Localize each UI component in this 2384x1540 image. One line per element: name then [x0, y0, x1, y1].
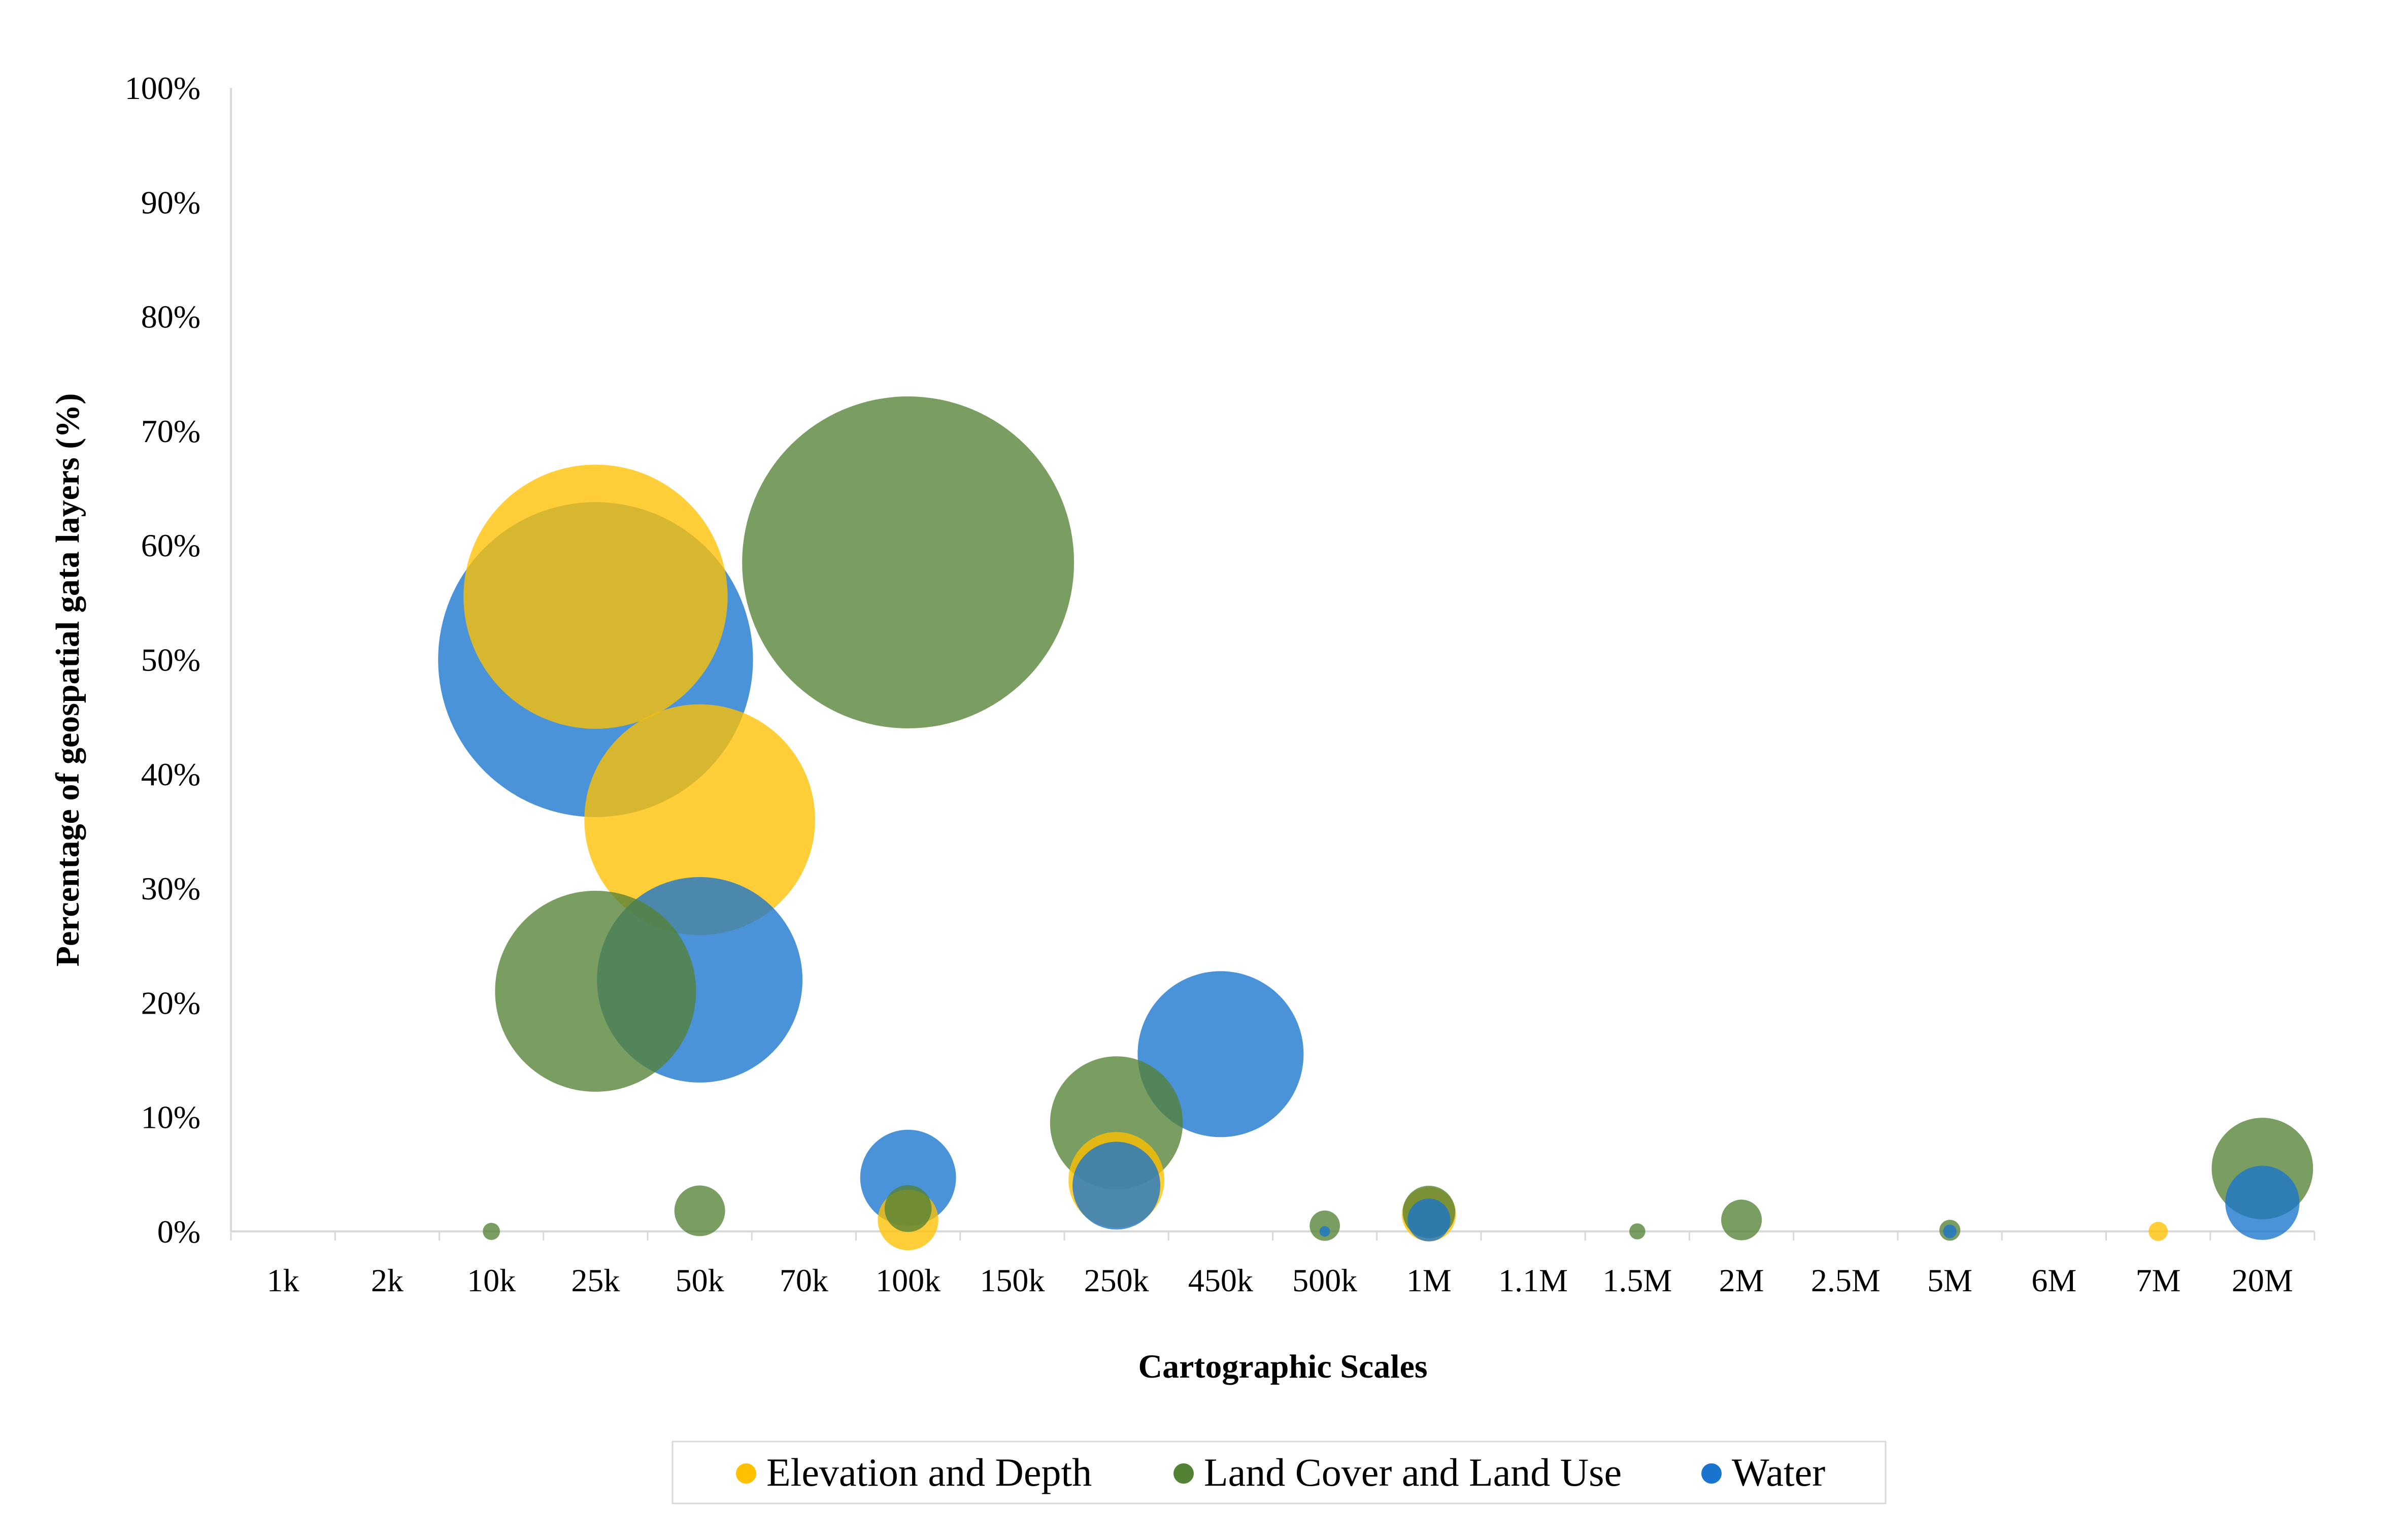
legend-label: Land Cover and Land Use [1204, 1450, 1622, 1494]
x-tick-label: 1.1M [1498, 1262, 1568, 1298]
legend-box [671, 1441, 1887, 1504]
legend: Elevation and Depth Land Cover and Land U… [671, 1441, 1887, 1504]
x-tick-label: 450k [1188, 1262, 1253, 1298]
legend-marker [736, 1463, 756, 1484]
x-tick-label: 7M [2136, 1262, 2181, 1298]
x-tick-label: 500k [1292, 1262, 1357, 1298]
bubble [463, 464, 728, 729]
legend-label: Water [1732, 1450, 1825, 1494]
x-tick-label: 250k [1084, 1262, 1149, 1298]
x-tick-label: 20M [2232, 1262, 2293, 1298]
bubble [1407, 1198, 1451, 1242]
y-axis-ticks: 0% 10% 20% 30% 40% 50% 60% 70% 80% 90% 100% [125, 70, 200, 1250]
y-tick-label: 30% [141, 871, 200, 907]
bubble [1309, 1210, 1340, 1241]
legend-marker [1701, 1463, 1722, 1484]
y-tick-label: 80% [141, 299, 200, 335]
x-tick-label: 1k [267, 1262, 299, 1298]
x-tick-label: 25k [571, 1262, 620, 1298]
bubble [884, 1185, 932, 1232]
y-tick-label: 70% [141, 413, 200, 449]
y-tick-label: 90% [141, 184, 200, 220]
x-tick-label: 2M [1719, 1262, 1764, 1298]
x-tick-label: 1M [1406, 1262, 1452, 1298]
plot-area [438, 396, 2313, 1251]
x-axis-title: Cartographic Scales [1138, 1348, 1427, 1385]
x-tick-label: 150k [980, 1262, 1045, 1298]
y-axis-title: Percentage of geospatial gata layers (%) [49, 393, 86, 967]
bubble [1137, 971, 1304, 1137]
bubble [1629, 1223, 1646, 1240]
y-tick-label: 10% [141, 1099, 200, 1135]
bubble [2148, 1222, 2168, 1241]
bubble [1721, 1199, 1762, 1241]
x-tick-label: 100k [876, 1262, 941, 1298]
bubble [584, 704, 815, 935]
x-tick-label: 5M [1927, 1262, 1972, 1298]
x-tick-label: 50k [676, 1262, 724, 1298]
x-tick-label: 2k [371, 1262, 404, 1298]
bubble [483, 1223, 500, 1240]
x-tick-label: 70k [780, 1262, 828, 1298]
legend-label: Elevation and Depth [766, 1450, 1092, 1494]
x-axis-tickmarks [230, 1231, 2315, 1241]
bubble [742, 396, 1075, 728]
bubble [495, 890, 696, 1092]
bubble [2225, 1165, 2300, 1240]
y-tick-label: 40% [141, 756, 200, 792]
y-tick-label: 100% [125, 70, 200, 106]
legend-marker [1173, 1463, 1194, 1484]
y-tick-label: 60% [141, 527, 200, 563]
x-tick-label: 2.5M [1811, 1262, 1881, 1298]
y-tick-label: 20% [141, 985, 200, 1021]
x-tick-label: 1.5M [1602, 1262, 1672, 1298]
bubble [1943, 1224, 1957, 1238]
y-tick-label: 50% [141, 642, 200, 678]
bubble [674, 1185, 725, 1236]
x-axis-labels: 1k 2k 10k 25k 50k 70k 100k 150k 250k 450k 500k 1M 1.… [267, 1262, 2293, 1298]
bubble [1319, 1226, 1330, 1237]
x-tick-label: 10k [467, 1262, 516, 1298]
y-tick-label: 0% [157, 1214, 200, 1250]
x-tick-label: 6M [2031, 1262, 2076, 1298]
bubble [1072, 1142, 1161, 1230]
